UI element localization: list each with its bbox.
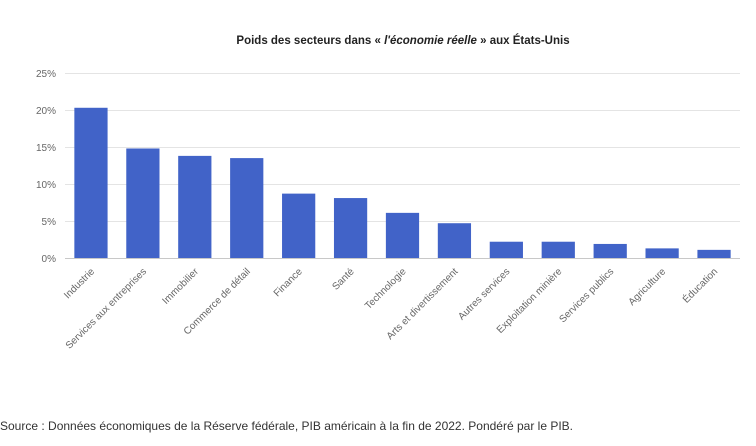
- gridlines: [65, 73, 740, 259]
- y-tick-label: 20%: [36, 106, 56, 117]
- y-tick-label: 10%: [36, 180, 56, 191]
- bar: [178, 155, 212, 258]
- x-tick-label: Agriculture: [627, 266, 669, 308]
- x-tick-label: Autres services: [456, 266, 512, 322]
- x-tick-label: Technologie: [363, 266, 409, 312]
- bar: [282, 193, 316, 258]
- bar: [385, 212, 420, 258]
- bar: [489, 241, 523, 258]
- y-tick-label: 5%: [42, 217, 57, 228]
- chart-title: Poids des secteurs dans « l'économie rée…: [236, 34, 569, 47]
- x-tick-label: Finance: [272, 266, 305, 299]
- y-axis-tick-labels: 0% 5% 10% 15% 20% 25%: [36, 69, 56, 265]
- chart-title-emphasis: l'économie réelle: [384, 35, 477, 47]
- y-tick-label: 0%: [42, 254, 57, 265]
- bar: [74, 107, 108, 258]
- bar: [541, 241, 575, 258]
- bar: [126, 148, 160, 258]
- bar: [697, 249, 731, 258]
- y-tick-label: 15%: [36, 143, 56, 154]
- x-tick-label: Immobilier: [161, 266, 202, 307]
- bar: [645, 248, 679, 258]
- x-tick-label: Éducation: [680, 265, 721, 306]
- bar: [593, 243, 627, 258]
- x-tick-label: Santé: [330, 266, 357, 293]
- chart-title-start: Poids des secteurs dans «: [236, 35, 384, 47]
- chart-title-end: » aux États-Unis: [477, 34, 570, 47]
- bar: [230, 158, 264, 258]
- bar: [333, 198, 368, 258]
- bars: [74, 107, 731, 258]
- bar: [437, 223, 472, 258]
- x-tick-label: Services publics: [557, 266, 616, 325]
- source-note: Source : Données économiques de la Réser…: [0, 419, 574, 433]
- y-tick-label: 25%: [36, 69, 56, 80]
- x-tick-label: Industrie: [62, 266, 97, 301]
